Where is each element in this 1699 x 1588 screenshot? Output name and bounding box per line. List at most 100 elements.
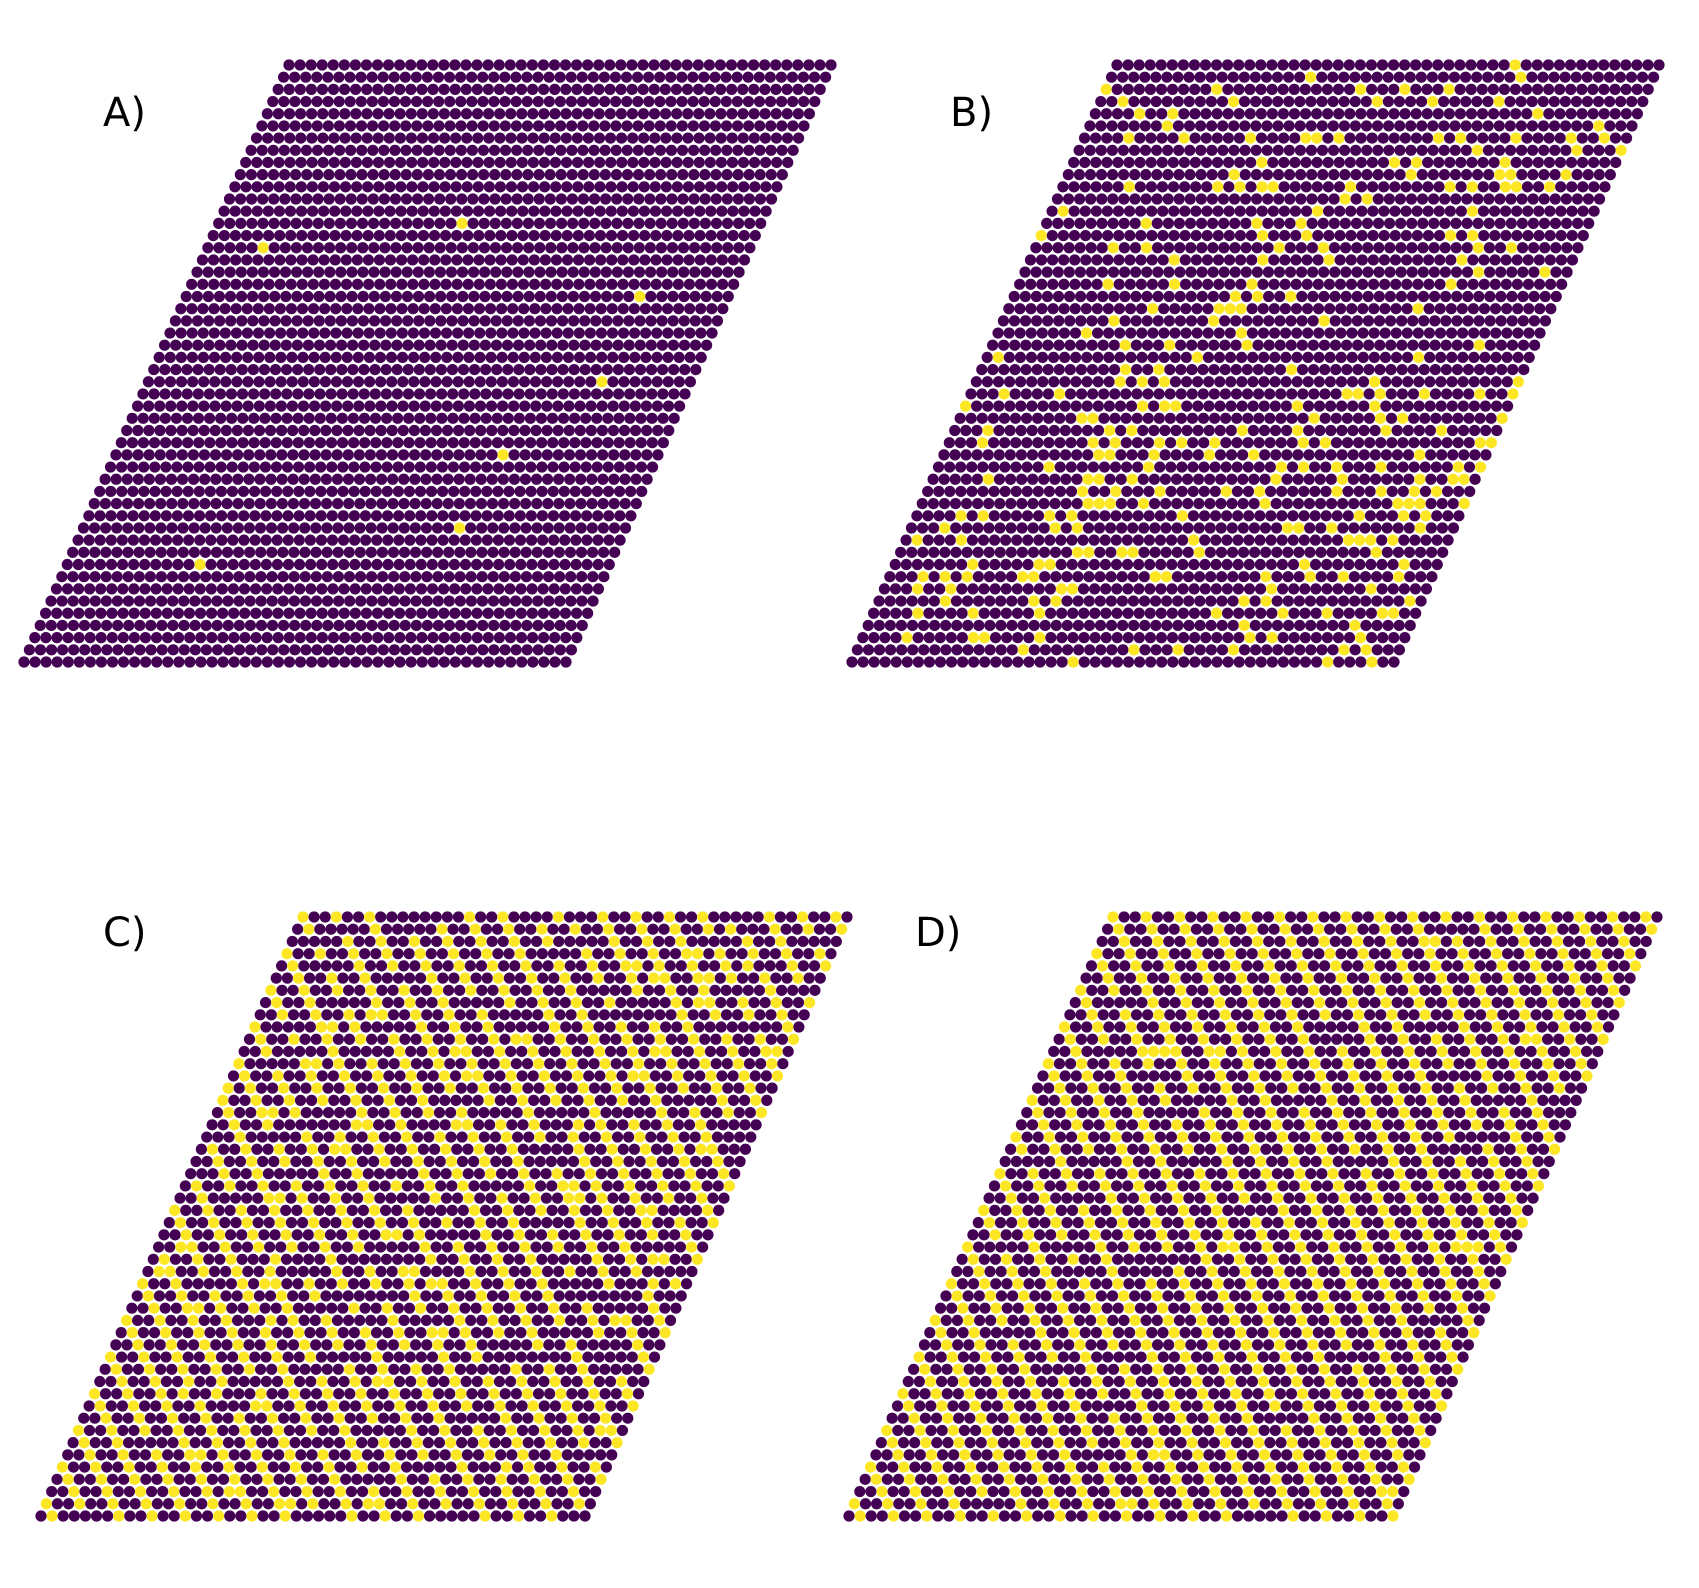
lattice-site — [1323, 206, 1334, 217]
lattice-site — [971, 401, 982, 412]
lattice-site — [995, 620, 1006, 631]
lattice-site — [1281, 474, 1292, 485]
lattice-site — [1539, 193, 1550, 204]
lattice-site — [1090, 157, 1101, 168]
lattice-site — [950, 522, 961, 533]
lattice-site — [492, 461, 503, 472]
lattice-site — [1148, 376, 1159, 387]
lattice-site — [1228, 72, 1239, 83]
lattice-site — [492, 437, 503, 448]
lattice-site — [287, 401, 298, 412]
lattice-site — [459, 486, 470, 497]
lattice-site — [182, 413, 193, 424]
lattice-site — [494, 108, 505, 119]
lattice-site — [1360, 72, 1371, 83]
lattice-site — [633, 218, 644, 229]
lattice-site — [632, 120, 643, 131]
lattice-site — [398, 498, 409, 509]
lattice-site — [214, 315, 225, 326]
lattice-site — [549, 583, 560, 594]
lattice-site — [622, 145, 633, 156]
lattice-site — [176, 376, 187, 387]
lattice-site — [1325, 449, 1336, 460]
lattice-site — [1381, 449, 1392, 460]
lattice-site — [1443, 84, 1454, 95]
lattice-site — [335, 193, 346, 204]
lattice-site — [1173, 169, 1184, 180]
lattice-site — [274, 254, 285, 265]
lattice-site — [257, 145, 268, 156]
lattice-site — [1161, 547, 1172, 558]
lattice-site — [1460, 120, 1471, 131]
lattice-site — [1063, 242, 1074, 253]
lattice-site — [1044, 486, 1055, 497]
lattice-site — [1533, 206, 1544, 217]
lattice-site — [1505, 145, 1516, 156]
lattice-site — [1262, 145, 1273, 156]
lattice-site — [1110, 486, 1121, 497]
lattice-site — [404, 461, 415, 472]
lattice-site — [469, 388, 480, 399]
lattice-site — [1327, 96, 1338, 107]
lattice-site — [1478, 181, 1489, 192]
lattice-site — [490, 218, 501, 229]
lattice-site — [1162, 644, 1173, 655]
lattice-site — [477, 96, 488, 107]
lattice-site — [501, 291, 512, 302]
lattice-site — [1178, 656, 1189, 667]
lattice-site — [625, 461, 636, 472]
lattice-site — [587, 522, 598, 533]
lattice-site — [276, 401, 287, 412]
lattice-site — [600, 242, 611, 253]
lattice-site — [1317, 120, 1328, 131]
lattice-site — [1497, 413, 1508, 424]
lattice-site — [1101, 632, 1112, 643]
lattice-site — [550, 157, 561, 168]
lattice-site — [537, 510, 548, 521]
lattice-site — [1303, 401, 1314, 412]
lattice-site — [1288, 535, 1299, 546]
lattice-site — [454, 571, 465, 582]
lattice-site — [1339, 644, 1350, 655]
lattice-site — [613, 413, 624, 424]
lattice-site — [1207, 218, 1218, 229]
lattice-site — [323, 193, 334, 204]
lattice-site — [387, 474, 398, 485]
lattice-site — [211, 522, 222, 533]
lattice-site — [209, 401, 220, 412]
lattice-site — [1242, 437, 1253, 448]
lattice-site — [1343, 559, 1354, 570]
lattice-site — [1281, 376, 1292, 387]
lattice-site — [695, 327, 706, 338]
lattice-site — [1194, 72, 1205, 83]
lattice-site — [1077, 510, 1088, 521]
lattice-site — [239, 583, 250, 594]
lattice-site — [251, 181, 262, 192]
lattice-site — [956, 535, 967, 546]
lattice-site — [1100, 559, 1111, 570]
lattice-site — [1439, 145, 1450, 156]
lattice-site — [177, 522, 188, 533]
lattice-site — [1457, 303, 1468, 314]
lattice-site — [1073, 620, 1084, 631]
lattice-site — [90, 595, 101, 606]
lattice-site — [295, 84, 306, 95]
lattice-site — [1378, 133, 1389, 144]
lattice-site — [1544, 206, 1555, 217]
lattice-site — [1350, 120, 1361, 131]
lattice-site — [1324, 254, 1335, 265]
lattice-site — [640, 352, 651, 363]
lattice-site — [940, 644, 951, 655]
lattice-site — [210, 474, 221, 485]
lattice-site — [1505, 120, 1516, 131]
lattice-site — [1543, 59, 1554, 70]
lattice-site — [1061, 595, 1072, 606]
lattice-site — [918, 644, 929, 655]
lattice-site — [1004, 425, 1015, 436]
lattice-site — [374, 230, 385, 241]
lattice-site — [1349, 72, 1360, 83]
lattice-site — [1545, 279, 1556, 290]
lattice-site — [502, 364, 513, 375]
lattice-site — [1157, 181, 1168, 192]
lattice-site — [438, 559, 449, 570]
